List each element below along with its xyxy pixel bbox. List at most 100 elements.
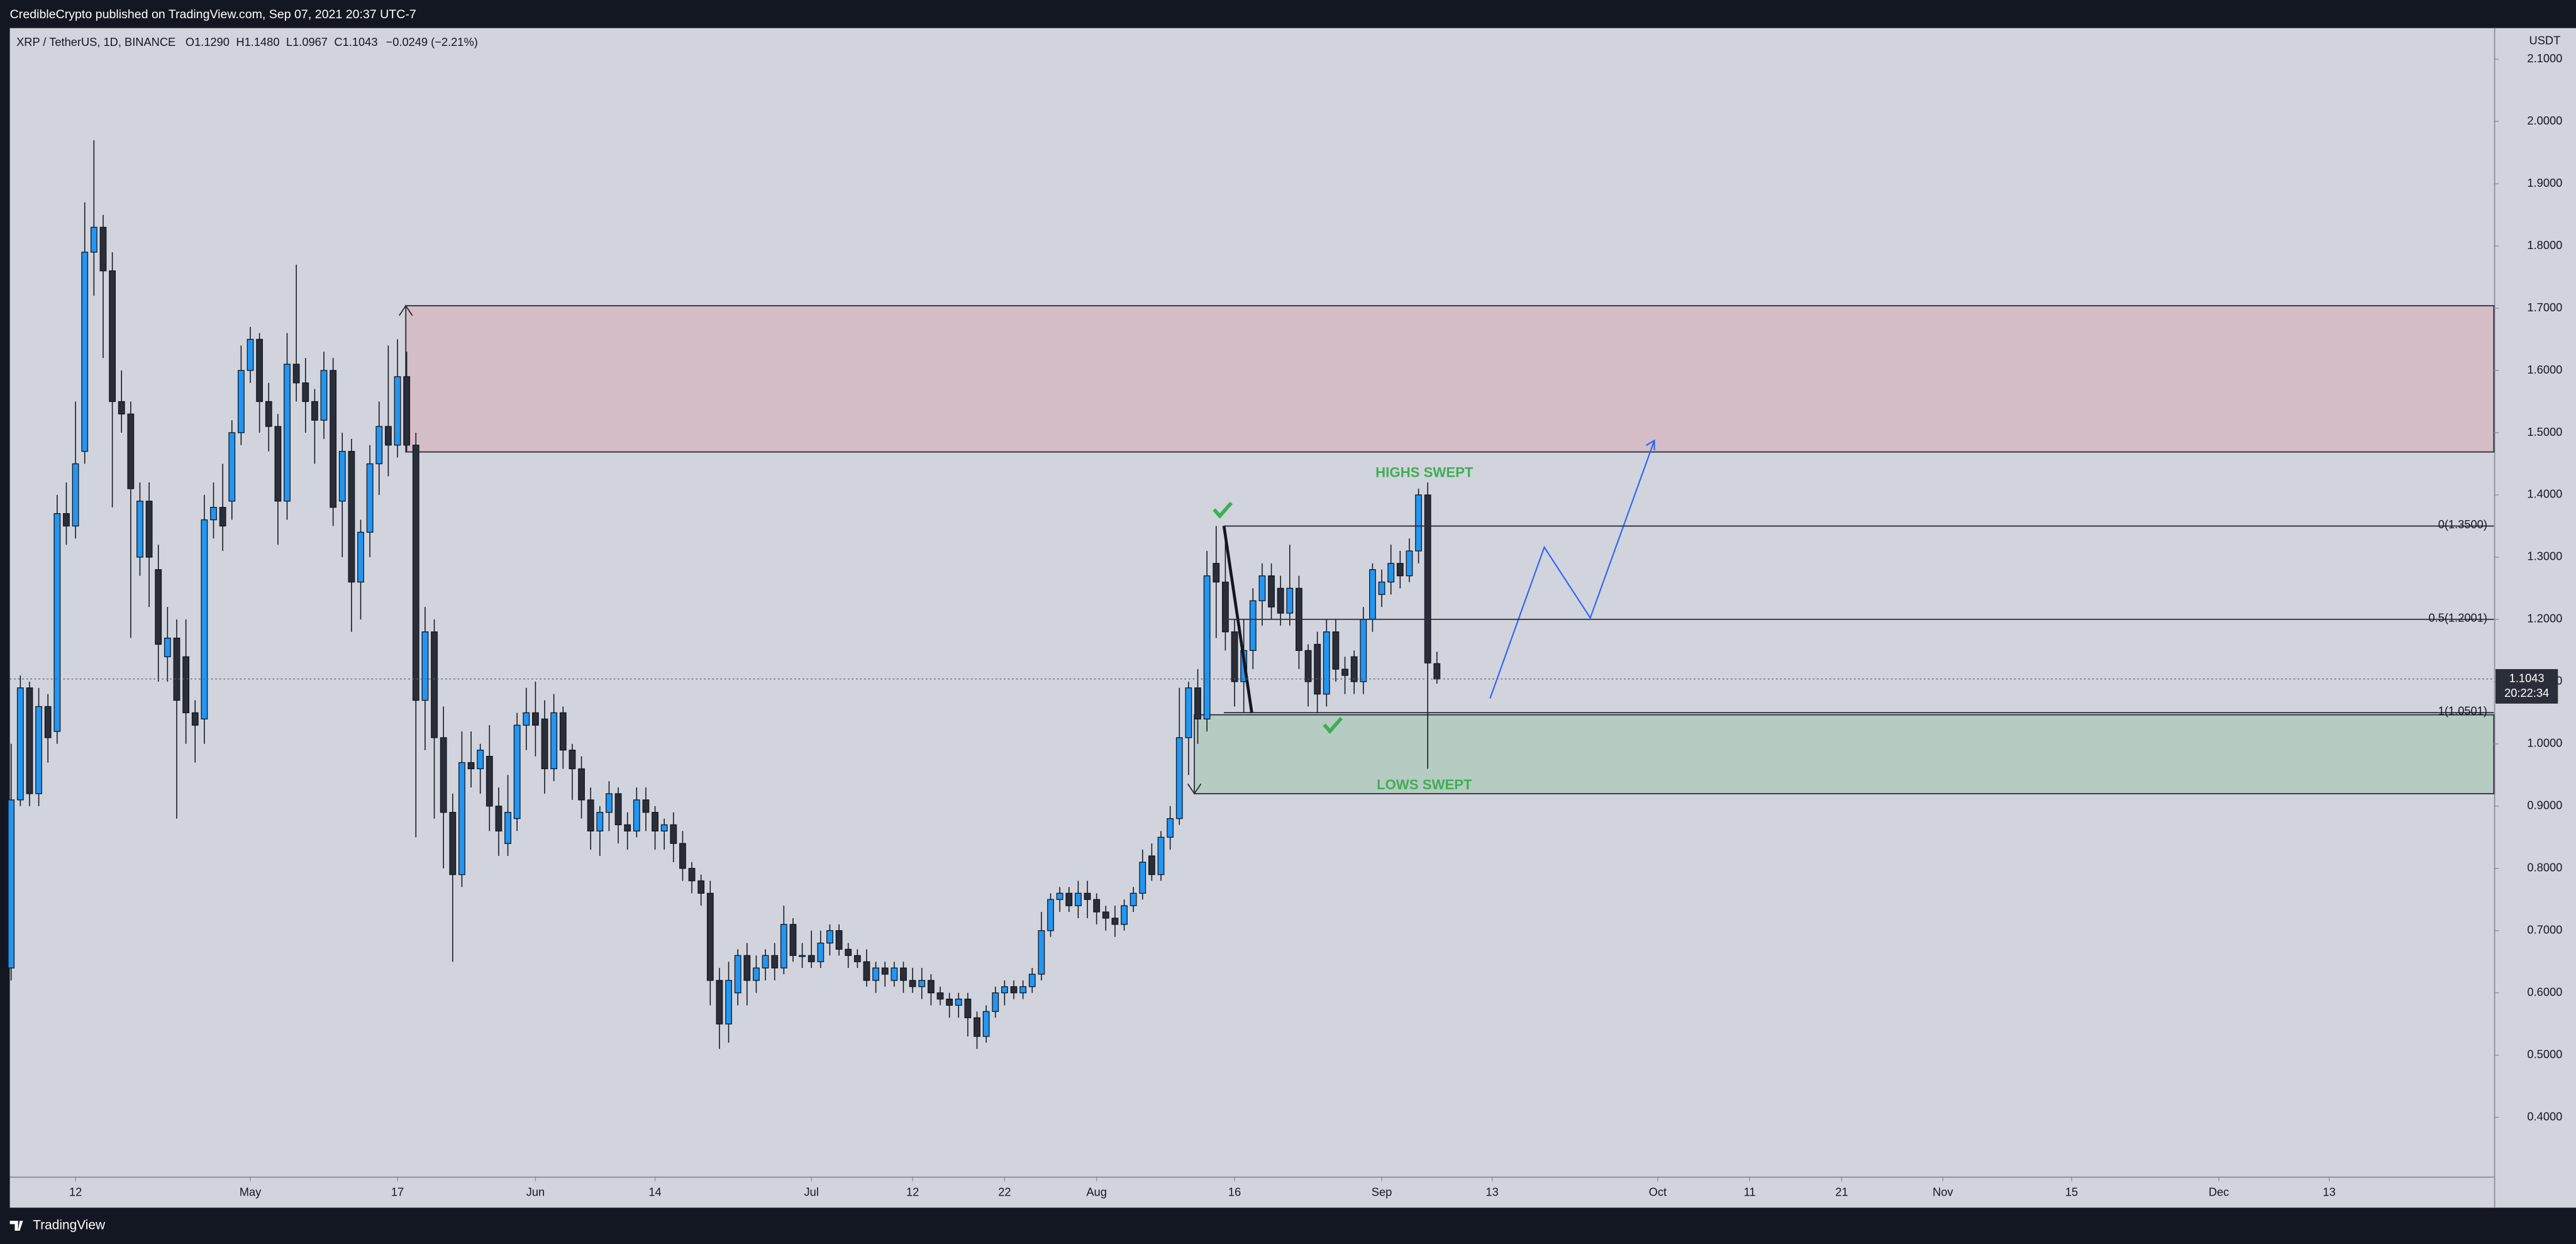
candle-body <box>1148 855 1155 875</box>
candle-body <box>716 980 723 1025</box>
candle-body <box>992 992 999 1013</box>
y-tick-label: 1.4000 <box>2527 487 2562 501</box>
y-tick-label: 0.5000 <box>2527 1047 2562 1060</box>
candle-body <box>927 980 935 994</box>
candle-body <box>256 338 264 403</box>
candle-body <box>789 924 797 956</box>
candle-body <box>274 426 282 502</box>
candle-body <box>614 793 622 826</box>
candle-body <box>660 824 668 832</box>
x-tick-label: 13 <box>1485 1186 1498 1199</box>
x-tick-label: Jul <box>804 1186 819 1199</box>
candle-body <box>237 370 245 433</box>
candle-body <box>384 426 392 446</box>
candle-body <box>982 1011 990 1037</box>
candle-body <box>762 955 769 969</box>
change: −0.0249 (−2.21%) <box>386 35 478 48</box>
candle-body <box>596 812 604 832</box>
candle-body <box>1350 656 1358 682</box>
x-tick-label: May <box>240 1186 262 1199</box>
candle-body <box>559 712 567 751</box>
x-tick-label: Nov <box>1933 1186 1953 1199</box>
candle-body <box>633 799 640 832</box>
candle-body <box>826 930 833 944</box>
candle-body <box>1406 550 1413 577</box>
y-tick-label: 1.5000 <box>2527 425 2562 438</box>
candle-body <box>182 656 190 713</box>
candle-body <box>81 252 89 452</box>
candle-body <box>1056 892 1063 900</box>
x-tick-label: 14 <box>648 1186 661 1199</box>
projection <box>1489 440 1655 699</box>
x-tick-label: 17 <box>391 1186 404 1199</box>
candle-body <box>1360 619 1367 682</box>
candle-body <box>302 382 309 403</box>
countdown: 20:22:34 <box>2504 686 2549 699</box>
candle-body <box>330 370 337 508</box>
candle-body <box>191 712 199 726</box>
candle-body <box>127 413 135 489</box>
candle-body <box>1268 575 1275 608</box>
candle-body <box>624 824 631 832</box>
candle-body <box>394 376 401 446</box>
candle-body <box>440 737 447 813</box>
candle-body <box>1038 930 1045 975</box>
ohlc: H1.1480 <box>236 35 279 48</box>
candle-body <box>486 755 493 807</box>
candle-body <box>1424 494 1431 664</box>
candle-body <box>1231 631 1238 682</box>
candle-body <box>1185 687 1192 738</box>
candle-body <box>1065 892 1073 906</box>
candle-body <box>808 955 815 962</box>
candle-body <box>118 401 125 414</box>
candle-body <box>900 967 907 981</box>
candle-body <box>587 799 594 832</box>
x-tick-label: 12 <box>906 1186 919 1199</box>
candle-body <box>421 631 429 701</box>
candle-body <box>1258 575 1266 601</box>
publisher: CredibleCrypto published on TradingView.… <box>10 8 416 21</box>
y-tick-label: 0.6000 <box>2527 986 2562 999</box>
candle-body <box>145 501 153 558</box>
ohlc: O1.1290 <box>186 35 230 48</box>
candle-body <box>1203 575 1211 719</box>
candle-body <box>881 967 889 975</box>
candle-body <box>679 843 686 869</box>
candle-body <box>1093 899 1101 913</box>
demand-zone <box>1194 714 2495 794</box>
candle-body <box>523 712 530 726</box>
candle-body <box>936 992 944 1000</box>
candle-body <box>706 892 714 981</box>
zone-marker <box>399 304 413 316</box>
candle-body <box>1130 892 1137 906</box>
candle-body <box>513 725 521 819</box>
y-tick-label: 1.0000 <box>2527 736 2562 750</box>
candle-body <box>670 824 677 844</box>
y-tick-label: 2.0000 <box>2527 114 2562 127</box>
y-tick-label: 1.9000 <box>2527 176 2562 189</box>
price-axis <box>2494 28 2576 1208</box>
candle-body <box>1139 862 1146 894</box>
candle-body <box>1175 737 1183 819</box>
symbol: XRP / TetherUS, 1D, BINANCE <box>16 35 175 48</box>
y-tick-label: 1.6000 <box>2527 363 2562 376</box>
ohlc: L1.0967 <box>286 35 328 48</box>
candle-body <box>891 967 898 981</box>
candle-body <box>845 948 852 956</box>
candle-body <box>1019 986 1027 994</box>
candle-body <box>109 270 116 403</box>
annotation: HIGHS SWEPT <box>1375 464 1474 480</box>
x-tick-label: Oct <box>1649 1186 1667 1199</box>
x-tick-label: 15 <box>2065 1186 2078 1199</box>
x-tick-label: 13 <box>2323 1186 2335 1199</box>
candle-body <box>320 370 328 421</box>
x-tick-label: 22 <box>998 1186 1011 1199</box>
candle-body <box>697 880 705 894</box>
candle-body <box>16 687 24 801</box>
candle-body <box>292 364 300 384</box>
candle-body <box>532 712 539 726</box>
candle-body <box>35 706 43 794</box>
candle-body <box>725 980 732 1025</box>
candle-body <box>1028 974 1036 987</box>
